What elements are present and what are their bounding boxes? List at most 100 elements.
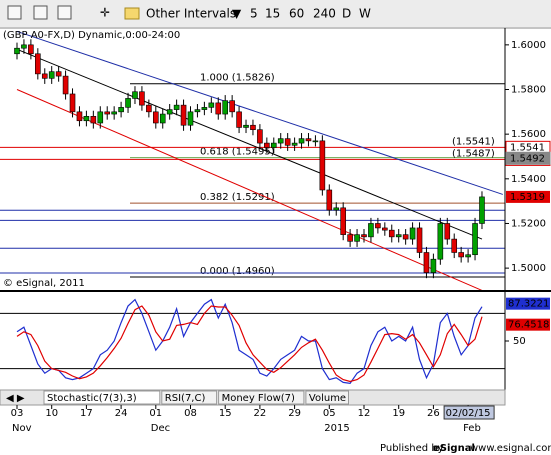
candle-body xyxy=(257,129,263,144)
menu-arrow[interactable]: ▼ xyxy=(232,7,242,21)
interval-button[interactable]: D xyxy=(342,7,351,21)
x-tick-label: 10 xyxy=(45,408,58,419)
candle-body xyxy=(83,115,90,122)
candle-body xyxy=(125,98,131,108)
interval-button[interactable]: W xyxy=(359,7,371,21)
y-tick-label: 1.5000 xyxy=(511,263,546,274)
candle-body xyxy=(41,73,48,79)
candle-body xyxy=(416,227,423,253)
tab[interactable] xyxy=(218,390,305,405)
x-tick-label: 02/02/15 xyxy=(446,408,491,419)
candle-body xyxy=(298,138,305,144)
candle-body xyxy=(76,111,83,122)
interval-button[interactable]: 15 xyxy=(265,7,280,21)
x-tick-label: 05 xyxy=(323,408,336,419)
last-value-label: 87.3221 xyxy=(508,299,549,310)
tab-nav[interactable]: ◀ ▶ xyxy=(6,393,25,404)
tabs: Stochastic(7(3),3) RSI(7,C) Money Flow(7) V… xyxy=(43,390,349,405)
x-tick-label: 08 xyxy=(184,408,197,419)
tab[interactable] xyxy=(43,390,161,405)
tool-icon[interactable] xyxy=(33,5,48,20)
candle-body xyxy=(21,44,27,49)
price-panel: 1.5000 1.5200 1.5400 1.5600 1.5800 1.6000 1.00… xyxy=(0,30,551,291)
last-value-marker xyxy=(506,297,550,310)
candle-body xyxy=(423,252,430,273)
candle-body xyxy=(229,100,235,113)
candle-body xyxy=(333,207,340,211)
candle-body xyxy=(451,238,458,253)
candle-body xyxy=(55,71,62,77)
price-marker xyxy=(505,151,551,165)
candle-body xyxy=(153,111,159,124)
x-tick-label: 26 xyxy=(427,408,440,419)
x-month-label: Feb xyxy=(463,423,481,434)
candle-body xyxy=(159,113,166,124)
x-tick-label: 19 xyxy=(392,408,405,419)
x-tick-label: 12 xyxy=(358,408,371,419)
candle-body xyxy=(111,111,117,115)
candle-body xyxy=(166,109,173,115)
candle-body xyxy=(208,102,215,108)
candle-body xyxy=(291,142,298,146)
tab[interactable] xyxy=(305,390,349,405)
interval-buttons: 5 15 60 240 D W xyxy=(250,7,371,21)
interval-button[interactable]: 60 xyxy=(289,7,304,21)
candle-body xyxy=(458,252,464,258)
candle-body xyxy=(430,258,437,273)
crosshair-icon[interactable]: ✛ xyxy=(100,6,110,20)
candle-body xyxy=(305,138,312,142)
tool-icon[interactable] xyxy=(57,5,72,20)
trendline xyxy=(16,30,503,195)
y-tick-label: 1.5800 xyxy=(511,85,546,96)
oscillator-line xyxy=(16,305,483,383)
candle-body xyxy=(222,100,228,115)
candle-body xyxy=(250,124,256,130)
candle-body xyxy=(236,111,242,128)
candle-body xyxy=(62,75,69,95)
x-tick-label: 15 xyxy=(219,408,232,419)
x-highlight xyxy=(443,405,495,420)
candle-body xyxy=(215,102,222,115)
folder-icon[interactable] xyxy=(124,7,140,20)
last-value-marker xyxy=(506,318,550,331)
tool-icon[interactable] xyxy=(7,5,22,20)
tab-label[interactable]: RSI(7,C) xyxy=(165,393,206,404)
candle-body xyxy=(90,115,97,124)
candle-body xyxy=(354,234,360,242)
last-value-label: 76.4518 xyxy=(508,320,549,331)
candle-body xyxy=(35,53,41,75)
candle-body xyxy=(312,140,319,143)
y-tick-label: 50 xyxy=(513,336,526,347)
candle-body xyxy=(139,91,145,106)
interval-menu[interactable]: Other Intervals xyxy=(146,7,236,21)
candle-body xyxy=(368,223,374,238)
tab-label[interactable]: Volume xyxy=(309,393,346,404)
candle-body xyxy=(28,44,34,55)
level-label: (1.5487) xyxy=(452,148,495,159)
candle-body xyxy=(409,227,416,240)
candle-body xyxy=(388,229,395,238)
tab[interactable] xyxy=(161,390,218,405)
tab-label[interactable]: Stochastic(7(3),3) xyxy=(47,393,137,404)
toolbar: ✛ Other Intervals ▼ 5 15 60 240 D W xyxy=(0,0,551,27)
candle-body xyxy=(402,234,409,240)
fib-label: 0.618 (1.5495) xyxy=(200,147,275,158)
chart-title: (GBP A0-FX,D) Dynamic,0:00-24:00 xyxy=(3,30,180,41)
tab-label[interactable]: Money Flow(7) xyxy=(222,393,295,404)
interval-button[interactable]: 5 xyxy=(250,7,258,21)
price-marker-label: 1.5541 xyxy=(510,142,545,153)
x-tick-label: 24 xyxy=(115,408,128,419)
interval-button[interactable]: 240 xyxy=(313,7,336,21)
candle-body xyxy=(395,234,402,238)
fib-label: 0.382 (1.5291) xyxy=(200,192,275,203)
candle-body xyxy=(97,111,104,124)
y-tick-label: 1.5600 xyxy=(511,129,546,140)
candle-body xyxy=(194,109,201,113)
candle-body xyxy=(146,104,152,113)
level-label: (1.5541) xyxy=(452,136,495,147)
candle-body xyxy=(48,71,55,79)
x-tick-label: 22 xyxy=(254,408,267,419)
watermark: © eSignal, 2011 xyxy=(3,278,85,289)
